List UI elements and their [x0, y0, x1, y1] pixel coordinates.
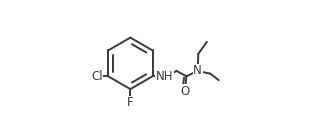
Text: Cl: Cl: [91, 70, 103, 83]
Text: NH: NH: [155, 70, 173, 83]
Text: F: F: [127, 96, 133, 109]
Text: O: O: [180, 85, 190, 98]
Text: N: N: [193, 64, 202, 77]
